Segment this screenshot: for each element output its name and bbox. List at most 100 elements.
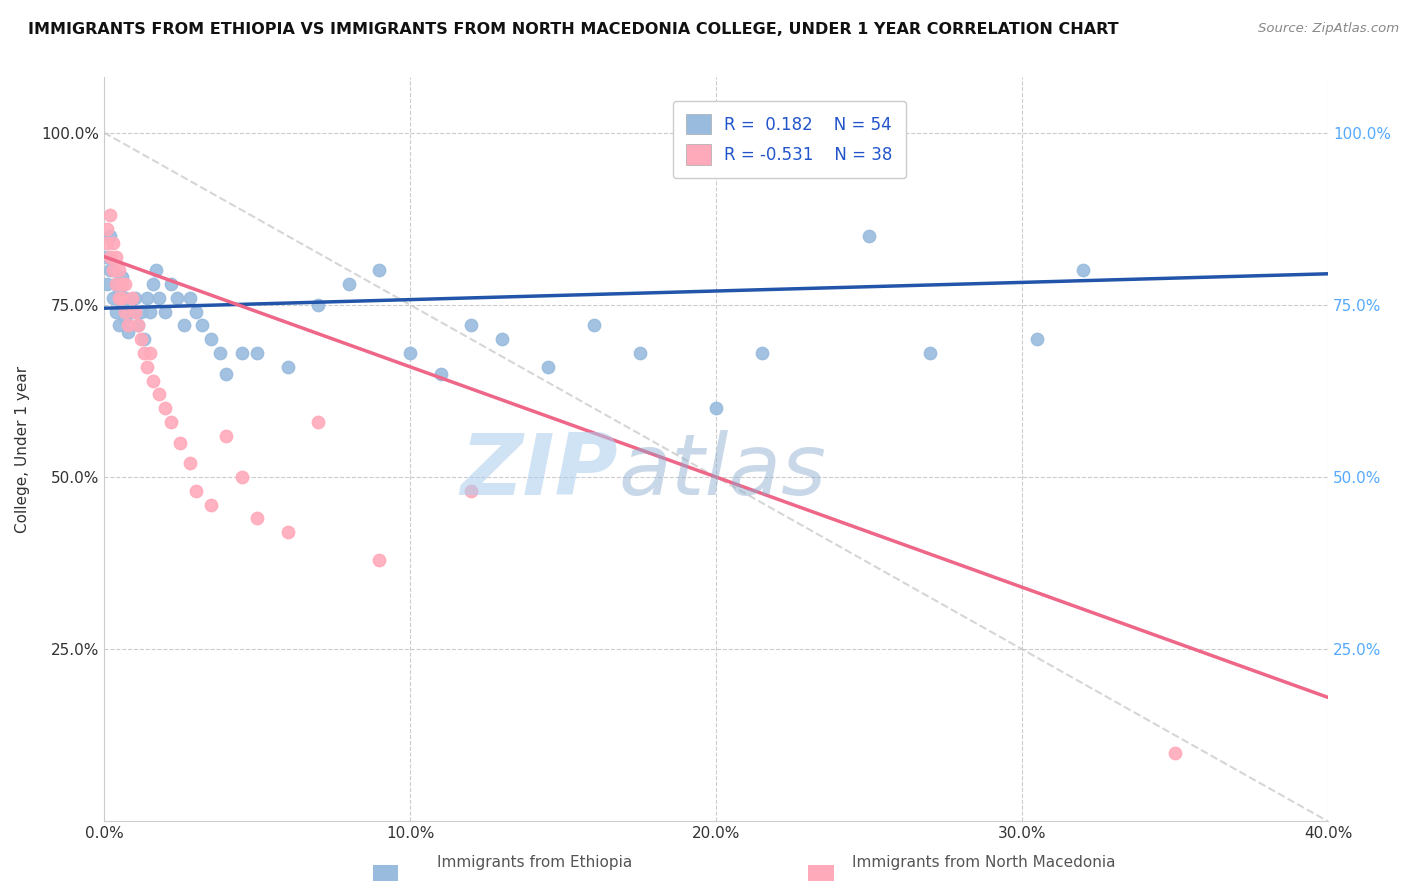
Point — [179, 291, 201, 305]
Point — [124, 304, 146, 318]
Point — [101, 291, 124, 305]
Point — [101, 235, 124, 250]
Point — [429, 367, 451, 381]
Point — [114, 291, 136, 305]
Point — [704, 401, 727, 416]
Point — [751, 346, 773, 360]
Point — [1071, 263, 1094, 277]
Point — [1164, 746, 1187, 760]
Point — [277, 359, 299, 374]
Point — [114, 311, 136, 326]
Y-axis label: College, Under 1 year: College, Under 1 year — [15, 366, 30, 533]
Point — [129, 304, 152, 318]
Point — [184, 483, 207, 498]
Point — [111, 298, 134, 312]
Point — [153, 304, 176, 318]
Point — [169, 435, 191, 450]
Point — [117, 318, 139, 333]
Point — [337, 277, 360, 292]
Legend: R =  0.182    N = 54, R = -0.531    N = 38: R = 0.182 N = 54, R = -0.531 N = 38 — [673, 101, 907, 178]
Point — [215, 367, 238, 381]
Point — [114, 277, 136, 292]
Point — [920, 346, 942, 360]
Point — [191, 318, 214, 333]
Point — [96, 222, 118, 236]
Point — [399, 346, 422, 360]
Point — [231, 470, 253, 484]
Point — [111, 277, 134, 292]
Point — [105, 277, 128, 292]
Point — [129, 332, 152, 346]
Point — [108, 291, 131, 305]
Point — [114, 304, 136, 318]
Point — [139, 304, 162, 318]
Point — [124, 291, 146, 305]
Point — [160, 277, 183, 292]
Point — [179, 456, 201, 470]
Point — [231, 346, 253, 360]
Point — [200, 332, 222, 346]
Point — [368, 552, 391, 566]
Point — [460, 483, 482, 498]
Point — [215, 428, 238, 442]
Point — [148, 387, 170, 401]
Point — [148, 291, 170, 305]
Point — [491, 332, 513, 346]
Point — [105, 250, 128, 264]
Point — [132, 332, 155, 346]
Point — [1026, 332, 1049, 346]
Point — [117, 326, 139, 340]
Point — [96, 277, 118, 292]
Text: ZIP: ZIP — [461, 430, 619, 513]
Point — [145, 263, 167, 277]
Point — [142, 277, 165, 292]
Text: Immigrants from North Macedonia: Immigrants from North Macedonia — [852, 855, 1116, 870]
Point — [96, 235, 118, 250]
Text: Immigrants from Ethiopia: Immigrants from Ethiopia — [437, 855, 631, 870]
Text: Source: ZipAtlas.com: Source: ZipAtlas.com — [1258, 22, 1399, 36]
Point — [111, 270, 134, 285]
Point — [460, 318, 482, 333]
Point — [135, 359, 157, 374]
Point — [98, 250, 121, 264]
Point — [127, 318, 149, 333]
Point — [101, 263, 124, 277]
Point — [184, 304, 207, 318]
Point — [166, 291, 188, 305]
Text: IMMIGRANTS FROM ETHIOPIA VS IMMIGRANTS FROM NORTH MACEDONIA COLLEGE, UNDER 1 YEA: IMMIGRANTS FROM ETHIOPIA VS IMMIGRANTS F… — [28, 22, 1119, 37]
Point — [307, 298, 329, 312]
Point — [246, 511, 269, 525]
Point — [537, 359, 560, 374]
Point — [209, 346, 232, 360]
Point — [98, 228, 121, 243]
Point — [135, 291, 157, 305]
Point — [628, 346, 651, 360]
Point — [277, 525, 299, 540]
Point — [121, 304, 143, 318]
Point — [98, 208, 121, 222]
Point — [160, 415, 183, 429]
Point — [200, 498, 222, 512]
Point — [105, 304, 128, 318]
Point — [307, 415, 329, 429]
Point — [98, 263, 121, 277]
Text: atlas: atlas — [619, 430, 827, 513]
Point — [111, 291, 134, 305]
Point — [127, 318, 149, 333]
Point — [108, 263, 131, 277]
Point — [858, 228, 880, 243]
Point — [139, 346, 162, 360]
Point — [582, 318, 605, 333]
Point — [108, 318, 131, 333]
Point — [153, 401, 176, 416]
Point — [132, 346, 155, 360]
Point — [368, 263, 391, 277]
Point — [108, 284, 131, 298]
Point — [173, 318, 195, 333]
Point — [142, 374, 165, 388]
Point — [96, 250, 118, 264]
Point — [101, 263, 124, 277]
Point — [246, 346, 269, 360]
Point — [121, 291, 143, 305]
Point — [105, 277, 128, 292]
